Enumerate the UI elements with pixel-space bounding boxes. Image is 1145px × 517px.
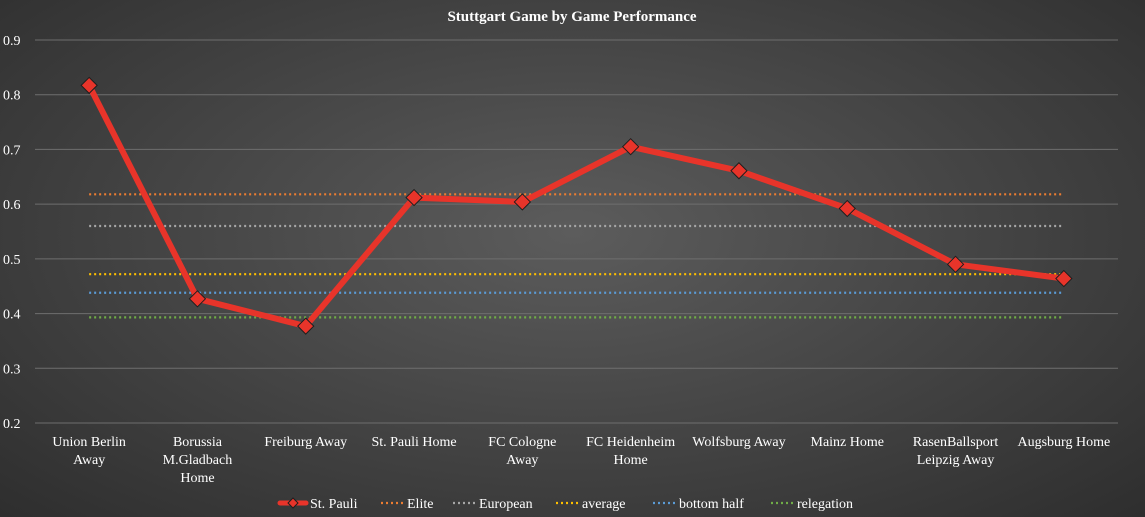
legend-marker [287, 497, 299, 509]
x-axis: Union Berlin Away Borussia M.Gladbach Home Fr… [52, 435, 1110, 486]
x-tick-label: RasenBallsport Leipzig Away [913, 435, 999, 468]
x-tick-label: Union Berlin Away [52, 435, 126, 468]
y-tick-label: 0.8 [3, 89, 21, 104]
y-tick-label: 0.4 [3, 308, 21, 323]
data-point [80, 76, 98, 95]
y-tick-label: 0.6 [3, 198, 21, 213]
data-point [621, 137, 640, 156]
data-point [513, 193, 532, 211]
data-point [838, 199, 856, 218]
y-tick-label: 0.9 [3, 34, 21, 49]
data-point [1055, 269, 1073, 288]
y-axis: 0.9 0.8 0.7 0.6 0.5 0.4 0.3 0.2 [3, 34, 21, 432]
legend: St. Pauli Elite European average bottom half… [277, 497, 853, 512]
legend-label: European [479, 497, 533, 512]
x-tick-label: St. Pauli Home [371, 435, 456, 450]
data-point [946, 255, 965, 274]
reference-lines [89, 193, 1064, 319]
series-line [86, 82, 1067, 330]
legend-label: bottom half [679, 497, 744, 512]
data-point [730, 162, 748, 180]
series-lines [80, 76, 1073, 335]
y-tick-label: 0.5 [3, 253, 21, 268]
y-tick-label: 0.3 [3, 362, 21, 377]
legend-label: relegation [797, 497, 853, 512]
x-tick-label: FC Cologne Away [488, 435, 556, 468]
data-point [188, 290, 207, 308]
legend-label: average [582, 497, 626, 512]
x-tick-label: Augsburg Home [1018, 435, 1111, 450]
x-tick-label: Borussia M.Gladbach Home [163, 435, 233, 486]
data-point [297, 317, 315, 335]
gridlines [35, 39, 1118, 424]
x-tick-label: FC Heidenheim Home [586, 435, 675, 468]
y-tick-label: 0.2 [3, 417, 21, 432]
x-tick-label: Freiburg Away [264, 435, 347, 450]
x-tick-label: Mainz Home [811, 435, 884, 450]
chart-title: Stuttgart Game by Game Performance [447, 9, 696, 25]
legend-label: St. Pauli [310, 497, 358, 512]
legend-label: Elite [407, 497, 433, 512]
y-tick-label: 0.7 [3, 143, 21, 158]
data-point [405, 188, 423, 207]
x-tick-label: Wolfsburg Away [692, 435, 785, 450]
